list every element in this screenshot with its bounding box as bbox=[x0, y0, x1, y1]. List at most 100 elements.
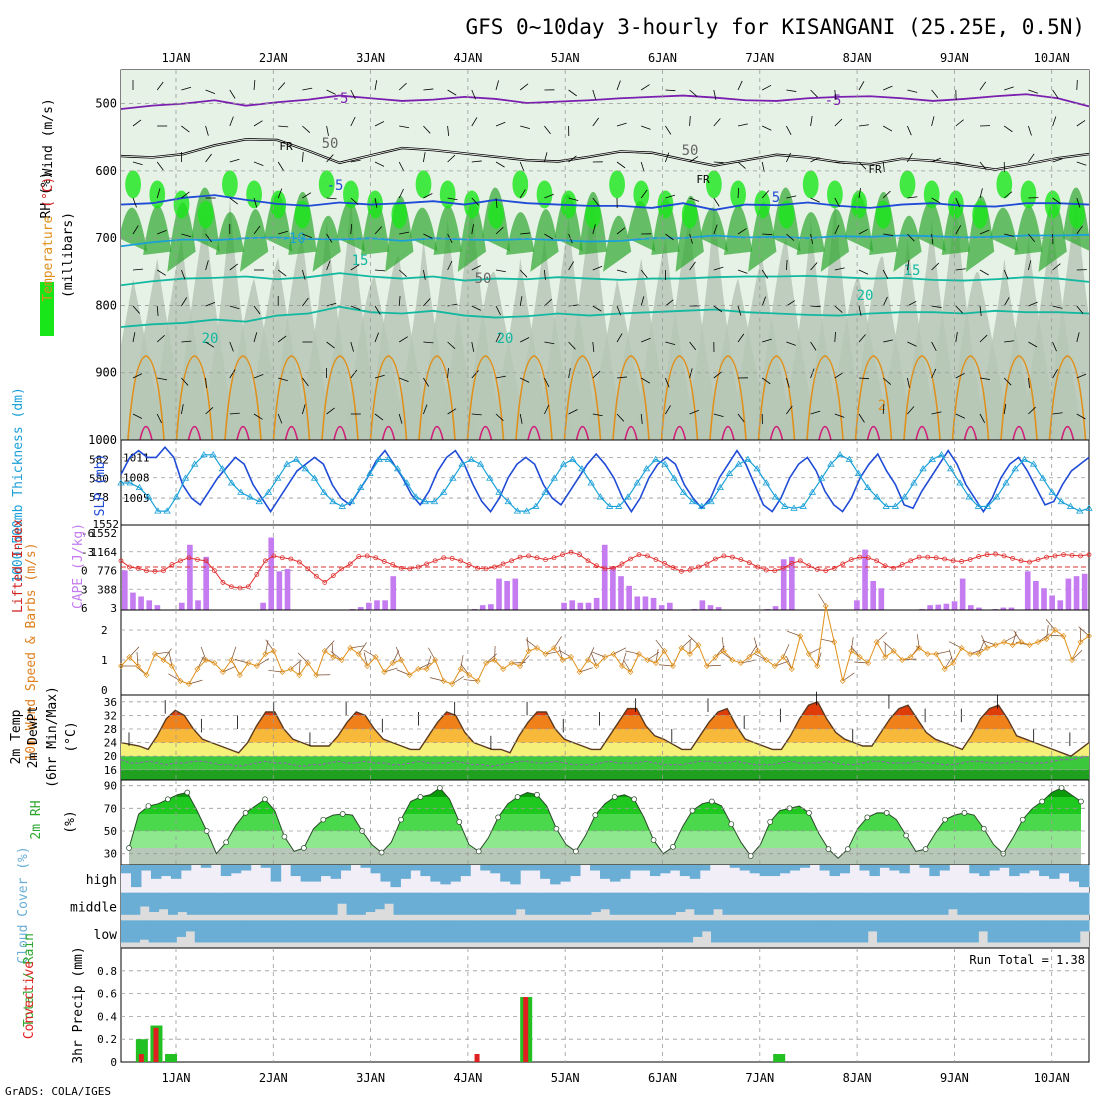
wind-barb bbox=[519, 161, 525, 172]
cloud-cell-high bbox=[410, 865, 421, 871]
cloud-cell-middle bbox=[158, 892, 169, 910]
hot-contour bbox=[915, 425, 929, 441]
thickness-point bbox=[615, 502, 623, 509]
cloud-cell-high bbox=[530, 865, 541, 871]
thickness-tick: 582 bbox=[89, 454, 109, 467]
wind-speed-point bbox=[389, 660, 396, 666]
cloud-cell-low bbox=[305, 920, 316, 943]
thickness-point bbox=[301, 465, 310, 472]
cloud-cell-high bbox=[590, 865, 601, 871]
cloud-cell-middle bbox=[525, 892, 536, 915]
cloud-cell-high bbox=[639, 865, 651, 871]
wind-barb bbox=[592, 341, 595, 352]
temp-label-3-part: (6hr Min/Max) bbox=[45, 686, 60, 788]
wind-speed-point bbox=[134, 663, 141, 669]
li-point bbox=[831, 565, 837, 571]
wind-speed-point bbox=[1026, 642, 1033, 648]
wind-speed-point bbox=[703, 663, 710, 669]
li-point bbox=[330, 573, 336, 579]
thickness-point bbox=[781, 502, 789, 509]
wind-barb bbox=[1003, 191, 1013, 199]
wind-barb bbox=[786, 377, 790, 388]
wind-barb-10m bbox=[715, 646, 725, 658]
wind-barb bbox=[253, 305, 261, 315]
rh-bright-cell bbox=[197, 200, 214, 229]
li-point bbox=[135, 565, 141, 571]
thickness-point bbox=[624, 493, 632, 500]
cloud-cell-middle bbox=[694, 892, 705, 915]
rh-green-plume bbox=[796, 212, 825, 255]
cloud-cell-middle bbox=[487, 892, 498, 915]
cloud-cell-high bbox=[390, 865, 401, 888]
wind-barb bbox=[1052, 369, 1058, 379]
hot-contour bbox=[818, 425, 832, 441]
li-point bbox=[772, 568, 778, 574]
wind-barb-10m bbox=[324, 640, 335, 652]
cape-bar bbox=[187, 544, 193, 610]
rh-point bbox=[806, 810, 812, 816]
cloud-cell-low bbox=[121, 920, 131, 943]
cloud-cell-low bbox=[849, 920, 860, 943]
wind-barb bbox=[761, 161, 765, 172]
cloud-cell-middle bbox=[807, 892, 817, 915]
wind-barb-10m bbox=[948, 641, 962, 649]
cloud-cell-middle bbox=[863, 892, 874, 915]
wind-barb bbox=[156, 269, 166, 276]
wind-barb-10m bbox=[876, 632, 888, 643]
wind-barb bbox=[786, 405, 793, 415]
wind-barb bbox=[157, 230, 167, 235]
cloud-cell-low bbox=[747, 920, 758, 943]
wind-barb bbox=[253, 120, 263, 127]
wind-barb bbox=[423, 269, 426, 280]
cloud-cell-low bbox=[286, 920, 297, 943]
cloud-cell-middle bbox=[261, 892, 272, 915]
cape-bar bbox=[976, 607, 982, 610]
cape-bar bbox=[610, 566, 616, 610]
cloud-cell-high bbox=[500, 865, 511, 882]
cloud-cell-low bbox=[434, 920, 445, 943]
thickness-point bbox=[200, 451, 208, 458]
wind-tick: 0 bbox=[101, 684, 108, 697]
wind-barb bbox=[1003, 377, 1012, 386]
cloud-cell-high bbox=[829, 865, 841, 877]
thickness-point bbox=[421, 497, 429, 505]
cloud-cell-middle bbox=[666, 892, 676, 915]
rh-green-plume bbox=[941, 198, 971, 255]
rh-green-plume bbox=[121, 207, 148, 252]
panel-precip: 0.8 0.6 0.4 0.2 0 Run Total = 1.38 3hr Precip … bbox=[22, 933, 1090, 1069]
cloud-cell-high bbox=[1029, 865, 1040, 871]
li-point bbox=[891, 565, 897, 571]
wind-barb bbox=[495, 413, 504, 421]
cloud-cell-low bbox=[886, 920, 896, 943]
cloud-cell-low bbox=[563, 920, 574, 943]
wind-barb bbox=[544, 125, 551, 135]
wind-barb bbox=[398, 161, 405, 172]
wind-barb bbox=[907, 196, 918, 199]
cloud-cell-middle bbox=[760, 892, 770, 915]
wind-speed-point bbox=[771, 663, 778, 669]
wind-barb bbox=[640, 269, 648, 279]
wind-speed-point bbox=[372, 654, 379, 660]
wind-barb-10m bbox=[525, 639, 538, 649]
wind-barb bbox=[205, 125, 209, 136]
thickness-label-part: 1000-500mb Thickness (dm) bbox=[11, 387, 26, 583]
wind-barb bbox=[277, 161, 284, 171]
wind-barb bbox=[132, 161, 143, 166]
thickness-point bbox=[495, 488, 503, 495]
rh-shading bbox=[121, 70, 1089, 440]
wind-speed-point bbox=[788, 666, 795, 672]
cape-bar bbox=[203, 556, 209, 610]
cloud-cell-middle bbox=[1004, 892, 1015, 915]
cloud-cell-middle bbox=[844, 892, 855, 915]
rh-band bbox=[129, 831, 1081, 848]
wind-barb bbox=[495, 121, 506, 127]
wind-barb-10m bbox=[808, 647, 822, 655]
thickness-point bbox=[1020, 455, 1029, 462]
temp-label-2-part: 2m DewPt bbox=[26, 706, 41, 769]
cloud-cell-middle bbox=[985, 892, 996, 915]
wind-barb bbox=[786, 259, 788, 271]
li-point bbox=[220, 580, 226, 585]
cloud-cell-middle bbox=[938, 892, 949, 915]
cloud-cell-middle bbox=[478, 892, 489, 915]
rh-point bbox=[670, 844, 676, 850]
